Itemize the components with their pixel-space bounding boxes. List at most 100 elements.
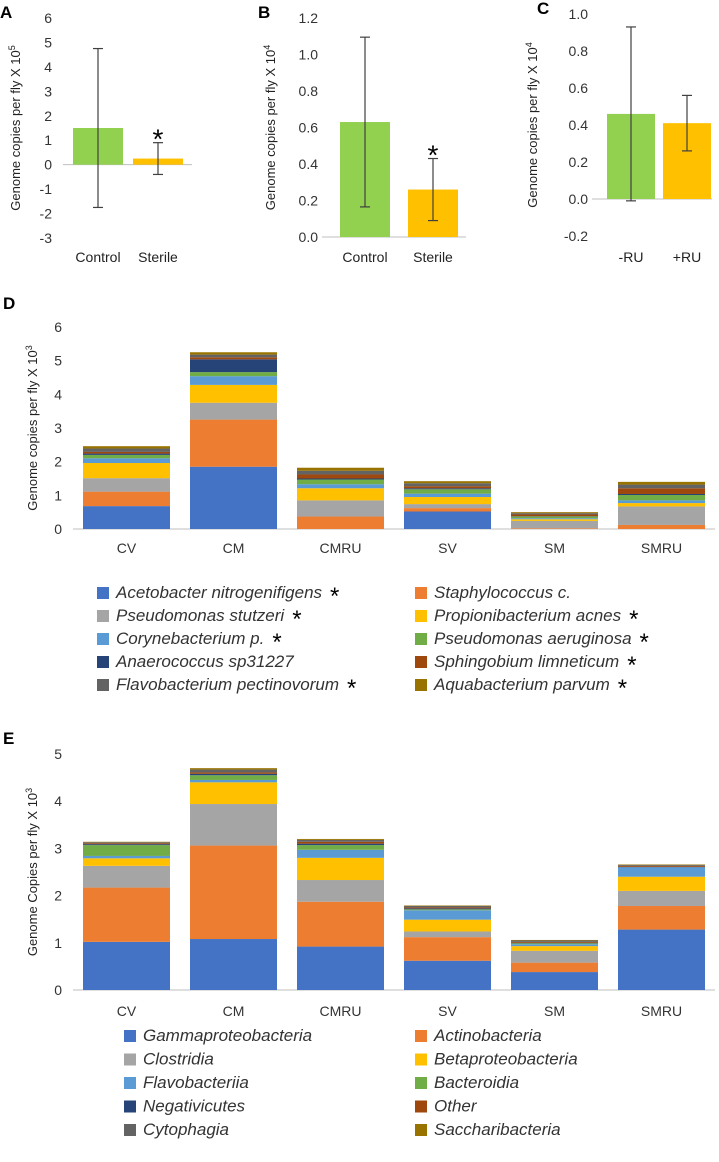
legend-label: Negativicutes (143, 1097, 246, 1116)
legend-significance-star: * (292, 606, 301, 633)
x-tick-label: Control (342, 249, 387, 265)
bar-segment-cm-9 (190, 354, 277, 358)
bar-segment-smru-2 (618, 524, 705, 529)
x-tick-label: CM (223, 1003, 245, 1019)
legend-item: Clostridia (124, 1050, 214, 1069)
legend-label: Staphylococcus c. (434, 583, 571, 602)
x-tick-label: SV (438, 540, 457, 556)
legend-label: Other (434, 1097, 478, 1116)
legend-significance-star: * (629, 606, 638, 633)
significance-star: * (153, 124, 164, 155)
bar-segment-sv-7 (404, 908, 491, 910)
bar-segment-cm-2 (190, 845, 277, 940)
y-tick-label: 3 (54, 840, 62, 856)
x-tick-label: +RU (673, 249, 701, 265)
y-tick-label: 5 (44, 34, 52, 50)
y-axis-label: Genome copies per fly X 103 (24, 345, 40, 510)
y-axis-label-base: Genome copies per fly X 10 (25, 350, 40, 510)
bar-segment-smru-3 (618, 890, 705, 906)
bar-segment-sm-6 (511, 516, 598, 519)
bar-segment-sm-3 (511, 520, 598, 529)
legend-swatch (124, 1030, 136, 1042)
bar-segment-cm-1 (190, 939, 277, 990)
legend-swatch (97, 633, 109, 645)
y-tick-label: 2 (54, 454, 62, 470)
legend-label: Clostridia (143, 1050, 214, 1069)
bar-segment-sv-6 (404, 489, 491, 494)
bar-segment-cv-5 (83, 458, 170, 464)
y-axis-label-base: Genome copies per fly X 10 (525, 47, 540, 207)
y-tick-label: 0.0 (299, 229, 319, 245)
y-axis-label-exponent: 5 (7, 45, 17, 50)
legend-item: Bacteroidia (415, 1073, 519, 1092)
bar-segment-smru-8 (618, 488, 705, 494)
bar-segment-cv-7 (83, 453, 170, 455)
bar-segment-sv-2 (404, 508, 491, 512)
y-axis-label-text: Genome copies per fly X 105 (7, 45, 23, 210)
legend-item: Cytophagia (124, 1120, 229, 1139)
bar-segment-cv-2 (83, 491, 170, 507)
legend-swatch (124, 1077, 136, 1089)
panel-label-E: E (3, 729, 14, 748)
x-tick-label: SV (438, 1003, 457, 1019)
x-tick-label: CMRU (320, 540, 362, 556)
legend-swatch (415, 1124, 427, 1136)
bar-segment-cv-8 (83, 843, 170, 845)
bar-segment-sv-3 (404, 504, 491, 509)
legend-swatch (97, 587, 109, 599)
y-axis-label-base: Genome copies per fly X 10 (8, 50, 23, 210)
y-axis-label-exponent: 4 (524, 42, 534, 47)
bar-segment-cv-8 (83, 451, 170, 454)
bar-segment-cm-7 (190, 359, 277, 373)
bar-segment-sm-8 (511, 941, 598, 943)
bar-segment-cv-9 (83, 448, 170, 452)
legend: Gammaproteobacteria Actinobacteria Clostri… (124, 1026, 578, 1139)
legend-label: Cytophagia (143, 1120, 229, 1139)
bar-segment-cmru-9 (297, 470, 384, 475)
bar-segment-sm-9 (511, 940, 598, 942)
x-tick-label: CV (117, 540, 137, 556)
legend-swatch (124, 1053, 136, 1066)
bar-segment-cmru-5 (297, 849, 384, 858)
y-tick-label: 1.0 (569, 6, 589, 22)
y-tick-label: 0.2 (299, 193, 319, 209)
bar-segment-cm-5 (190, 779, 277, 783)
bar-segment-cv-6 (83, 845, 170, 856)
bar-segment-cm-7 (190, 773, 277, 776)
bar-segment-sv-5 (404, 493, 491, 498)
bar-segment-cmru-3 (297, 880, 384, 902)
bar-segment-smru-3 (618, 506, 705, 525)
bar-segment-sv-4 (404, 919, 491, 932)
legend-item: Sphingobium limneticum * (415, 652, 637, 679)
error-bar (360, 36, 370, 208)
y-tick-label: 6 (54, 319, 62, 335)
y-tick-label: 3 (54, 420, 62, 436)
bar-segment-cmru-7 (297, 478, 384, 480)
legend-swatch (415, 1030, 427, 1042)
bar-segment-sv-10 (404, 481, 491, 484)
bar-segment-smru-7 (618, 493, 705, 495)
bar-segment-cv-2 (83, 887, 170, 942)
y-tick-label: 6 (44, 10, 52, 26)
bar-segment-cmru-5 (297, 484, 384, 489)
legend-swatch (415, 656, 427, 668)
bar-segment-cmru-7 (297, 843, 384, 846)
legend-item: Aquabacterium parvum * (415, 675, 627, 702)
y-tick-label: 0 (54, 521, 62, 537)
error-bar (153, 142, 163, 176)
bar-segment-smru-4 (618, 503, 705, 507)
bar-segment-sm-1 (511, 972, 598, 990)
bar-segment-cmru-4 (297, 488, 384, 501)
legend-item: Other (415, 1097, 478, 1116)
y-tick-label: 0 (44, 157, 52, 173)
bar-segment-cv-5 (83, 855, 170, 859)
y-tick-label: -1 (40, 181, 53, 197)
bar-segment-smru-8 (618, 865, 705, 867)
y-tick-label: 4 (54, 793, 62, 809)
bar-segment-cmru-2 (297, 901, 384, 947)
y-tick-label: 0.2 (569, 154, 589, 170)
y-tick-label: 1 (54, 935, 62, 951)
bar-segment-cm-4 (190, 384, 277, 403)
y-tick-label: 4 (54, 386, 62, 402)
bar-segment-cm-5 (190, 376, 277, 385)
